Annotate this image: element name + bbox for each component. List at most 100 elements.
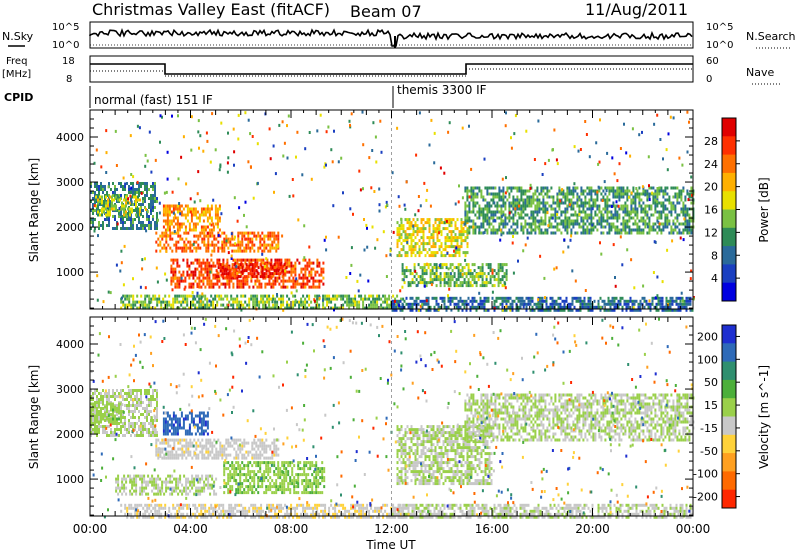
heatmap-cell bbox=[564, 219, 567, 223]
heatmap-cell bbox=[148, 306, 151, 310]
heatmap-speckle bbox=[682, 238, 685, 242]
heatmap-cell bbox=[195, 249, 198, 253]
heatmap-cell bbox=[266, 300, 269, 304]
heatmap-cell bbox=[386, 300, 389, 304]
heatmap-cell bbox=[423, 278, 426, 282]
heatmap-cell bbox=[493, 299, 496, 303]
heatmap-cell bbox=[568, 201, 571, 205]
heatmap-cell bbox=[194, 273, 197, 277]
heatmap-cell bbox=[129, 213, 131, 217]
heatmap-cell bbox=[473, 299, 476, 303]
heatmap-cell bbox=[422, 245, 425, 249]
heatmap-cell bbox=[262, 294, 265, 298]
heatmap-cell bbox=[135, 198, 137, 202]
heatmap-speckle bbox=[148, 301, 151, 305]
heatmap-cell bbox=[294, 282, 297, 286]
heatmap-cell bbox=[210, 264, 213, 268]
heatmap-cell bbox=[194, 303, 197, 307]
heatmap-cell bbox=[267, 234, 270, 238]
heatmap-speckle bbox=[514, 207, 517, 211]
heatmap-cell bbox=[420, 230, 423, 234]
heatmap-cell bbox=[602, 213, 605, 217]
heatmap-cell bbox=[196, 306, 199, 310]
heatmap-cell bbox=[540, 207, 543, 211]
heatmap-cell bbox=[452, 236, 455, 240]
heatmap-cell bbox=[170, 219, 173, 223]
heatmap-cell bbox=[532, 198, 535, 202]
heatmap-cell bbox=[328, 297, 331, 301]
heatmap-cell bbox=[172, 300, 175, 304]
heatmap-cell bbox=[111, 204, 113, 208]
heatmap-cell bbox=[442, 248, 445, 252]
heatmap-cell bbox=[586, 231, 589, 235]
heatmap-cell bbox=[152, 425, 154, 428]
heatmap-cell bbox=[520, 225, 523, 229]
heatmap-cell bbox=[249, 240, 252, 244]
heatmap-cell bbox=[396, 245, 399, 249]
heatmap-speckle bbox=[644, 193, 647, 197]
heatmap-cell bbox=[271, 266, 274, 270]
heatmap-cell bbox=[580, 186, 583, 190]
heatmap-cell bbox=[224, 282, 227, 286]
heatmap-cell bbox=[424, 227, 427, 231]
heatmap-cell bbox=[260, 267, 263, 271]
heatmap-speckle bbox=[191, 291, 194, 294]
heatmap-cell bbox=[182, 279, 185, 283]
heatmap-cell bbox=[490, 210, 493, 214]
heatmap-cell bbox=[202, 213, 205, 217]
heatmap-cell bbox=[304, 297, 307, 301]
heatmap-cell bbox=[550, 186, 553, 190]
heatmap-cell bbox=[137, 207, 139, 211]
heatmap-cell bbox=[447, 299, 450, 303]
heatmap-cell bbox=[248, 300, 251, 304]
heatmap-cell bbox=[200, 210, 203, 214]
heatmap-cell bbox=[320, 270, 323, 274]
heatmap-cell bbox=[439, 275, 442, 279]
heatmap-cell bbox=[590, 207, 593, 211]
heatmap-cell bbox=[120, 407, 122, 410]
heatmap-cell bbox=[140, 401, 142, 404]
heatmap-speckle bbox=[290, 291, 293, 295]
heatmap-cell bbox=[208, 306, 211, 310]
heatmap-cell bbox=[404, 251, 407, 255]
heatmap-cell bbox=[574, 219, 577, 223]
heatmap-cell bbox=[540, 189, 543, 193]
heatmap-cell bbox=[136, 392, 138, 395]
heatmap-cell bbox=[146, 303, 149, 307]
heatmap-cell bbox=[445, 266, 448, 270]
heatmap-cell bbox=[362, 300, 365, 304]
heatmap-cell bbox=[503, 308, 506, 312]
heatmap-cell bbox=[249, 263, 252, 267]
heatmap-cell bbox=[512, 201, 515, 205]
heatmap-cell bbox=[314, 306, 317, 310]
nave-bottom: 0 bbox=[706, 74, 712, 85]
heatmap-cell bbox=[418, 248, 421, 252]
heatmap-cell bbox=[241, 243, 244, 247]
heatmap-cell bbox=[282, 282, 285, 286]
heatmap-cell bbox=[245, 249, 248, 253]
heatmap-cell bbox=[210, 228, 213, 232]
heatmap-cell bbox=[186, 204, 189, 208]
heatmap-cell bbox=[94, 218, 96, 221]
heatmap-cell bbox=[525, 302, 528, 306]
heatmap-cell bbox=[179, 237, 182, 241]
heatmap-cell bbox=[489, 278, 492, 282]
heatmap-cell bbox=[473, 275, 476, 279]
heatmap-cell bbox=[466, 228, 469, 232]
heatmap-cell bbox=[406, 227, 409, 231]
heatmap-cell bbox=[92, 203, 94, 206]
heatmap-cell bbox=[391, 305, 394, 309]
heatmap-cell bbox=[594, 198, 597, 202]
heatmap-cell bbox=[278, 258, 281, 262]
heatmap-cell bbox=[308, 261, 311, 265]
power-heatmap bbox=[90, 110, 695, 312]
heatmap-cell bbox=[103, 207, 105, 211]
heatmap-cell bbox=[116, 395, 118, 398]
heatmap-cell bbox=[187, 246, 190, 250]
heatmap-cell bbox=[673, 299, 676, 303]
heatmap-cell bbox=[128, 395, 130, 398]
heatmap-cell bbox=[209, 234, 212, 238]
heatmap-cell bbox=[348, 306, 351, 310]
heatmap-cell bbox=[433, 308, 436, 312]
heatmap-cell bbox=[211, 243, 214, 247]
